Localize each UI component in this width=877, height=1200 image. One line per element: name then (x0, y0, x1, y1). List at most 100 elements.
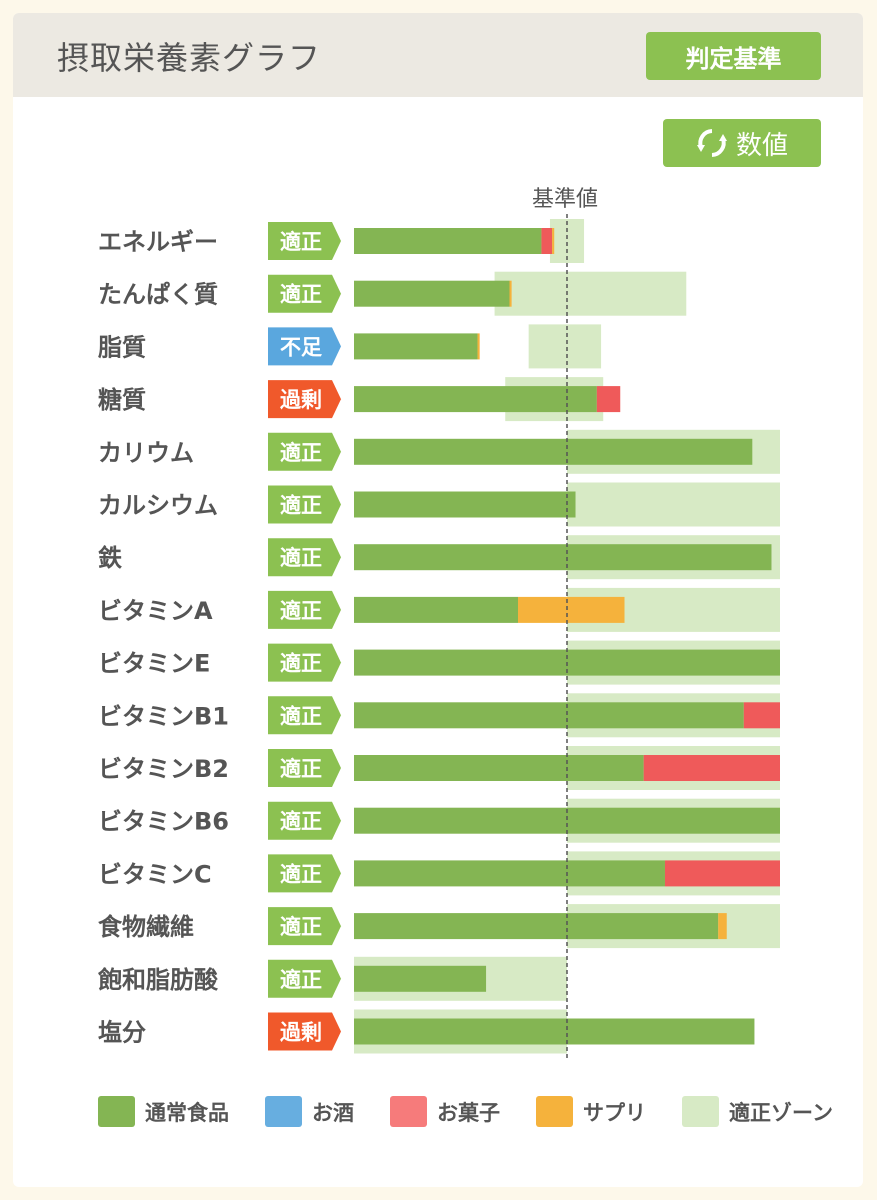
status-label: 適正 (280, 915, 322, 939)
status-badge (268, 907, 341, 946)
category-label: ビタミンB6 (98, 808, 229, 836)
status-label: 過剰 (280, 388, 322, 412)
legend-label: お酒 (312, 1100, 354, 1125)
category-label: ビタミンB1 (98, 702, 229, 730)
status-label: 適正 (280, 968, 322, 992)
bar-segment (354, 860, 665, 887)
legend-label: 適正ゾーン (729, 1100, 833, 1125)
category-label: ビタミンE (98, 650, 210, 678)
legend-swatch (265, 1096, 302, 1127)
status-label: 適正 (280, 546, 322, 570)
bar-segment (541, 228, 553, 254)
status-badge (268, 485, 341, 524)
category-label: 鉄 (98, 544, 122, 572)
status-label: 適正 (280, 757, 322, 781)
bar-segment (354, 438, 753, 465)
reference-label: 基準値 (532, 187, 598, 212)
bar-segment (718, 913, 727, 940)
bar-segment (354, 280, 510, 307)
category-label: ビタミンB2 (98, 755, 229, 783)
status-label: 過剰 (280, 1021, 322, 1045)
status-label: 適正 (280, 862, 322, 886)
status-badge (268, 643, 341, 682)
status-badge (268, 538, 341, 577)
status-label: 適正 (280, 599, 322, 623)
category-label: たんぱく質 (98, 281, 218, 309)
legend-label: お菓子 (437, 1100, 500, 1125)
legend-item: お菓子 (390, 1096, 500, 1127)
category-label: ビタミンA (98, 597, 213, 625)
zone-rect (567, 482, 780, 527)
refresh-icon (696, 129, 727, 157)
status-label: 適正 (280, 283, 322, 307)
status-label: 適正 (280, 810, 322, 834)
bar-segment (354, 1018, 755, 1045)
chart-legend: 通常食品 お酒 お菓子 サプリ 適正ゾーン (98, 1096, 833, 1127)
status-label: 適正 (280, 441, 322, 465)
legend-item: 通常食品 (98, 1096, 229, 1127)
bar-segment (518, 596, 625, 623)
legend-swatch (682, 1096, 719, 1127)
status-badge (268, 854, 341, 893)
bar-segment (552, 228, 555, 254)
legend-swatch (98, 1096, 135, 1127)
category-label: 脂質 (98, 333, 146, 361)
status-badge (268, 222, 341, 260)
status-badge (268, 327, 341, 366)
bar-segment (354, 596, 519, 623)
zone-rect (494, 271, 687, 316)
category-label: 塩分 (98, 1019, 146, 1047)
category-label: カルシウム (98, 492, 218, 520)
legend-item: サプリ (536, 1096, 646, 1127)
bar-segment (354, 913, 719, 940)
status-label: 適正 (280, 230, 322, 254)
page-title: 摂取栄養素グラフ (57, 39, 322, 77)
bar-segment (354, 333, 478, 360)
value-toggle-button[interactable]: 数値 (663, 119, 821, 167)
criteria-button[interactable]: 判定基準 (646, 32, 821, 80)
legend-label: サプリ (583, 1100, 646, 1125)
category-label: エネルギー (98, 228, 218, 256)
status-badge (268, 590, 341, 629)
legend-swatch (390, 1096, 427, 1127)
category-label: 飽和脂肪酸 (97, 966, 219, 994)
category-label: 糖質 (98, 386, 146, 414)
legend-label: 通常食品 (145, 1100, 229, 1125)
value-toggle-label: 数値 (735, 130, 788, 161)
category-label: カリウム (98, 439, 194, 467)
status-label: 不足 (280, 335, 322, 359)
bar-segment (354, 702, 744, 729)
header-bar: 摂取栄養素グラフ 判定基準 (13, 13, 863, 97)
bar-segment (509, 280, 512, 307)
legend-item: お酒 (265, 1096, 354, 1127)
bar-segment (664, 860, 780, 887)
bar-segment (354, 755, 644, 781)
legend-swatch (536, 1096, 573, 1127)
bar-segment (354, 386, 597, 413)
status-badge (268, 1012, 341, 1051)
status-badge (268, 801, 341, 840)
status-label: 適正 (280, 704, 322, 728)
bar-segment (743, 702, 780, 729)
status-badge (268, 274, 341, 313)
zone-rect (549, 219, 585, 263)
bar-segment (477, 333, 480, 360)
status-badge (268, 749, 341, 787)
status-label: 適正 (280, 494, 322, 518)
legend-item: 適正ゾーン (682, 1096, 833, 1127)
bar-segment (354, 228, 542, 254)
status-label: 適正 (280, 652, 322, 676)
bar-segment (354, 544, 772, 571)
status-badge (268, 380, 341, 419)
status-badge (268, 959, 341, 998)
bar-segment (354, 965, 487, 992)
bar-segment (354, 491, 576, 518)
category-label: ビタミンC (98, 860, 212, 888)
category-label: 食物繊維 (98, 913, 194, 941)
status-badge (268, 696, 341, 735)
status-badge (268, 432, 341, 471)
zone-rect (528, 324, 602, 369)
bar-segment (643, 755, 780, 781)
bar-segment (596, 386, 621, 413)
